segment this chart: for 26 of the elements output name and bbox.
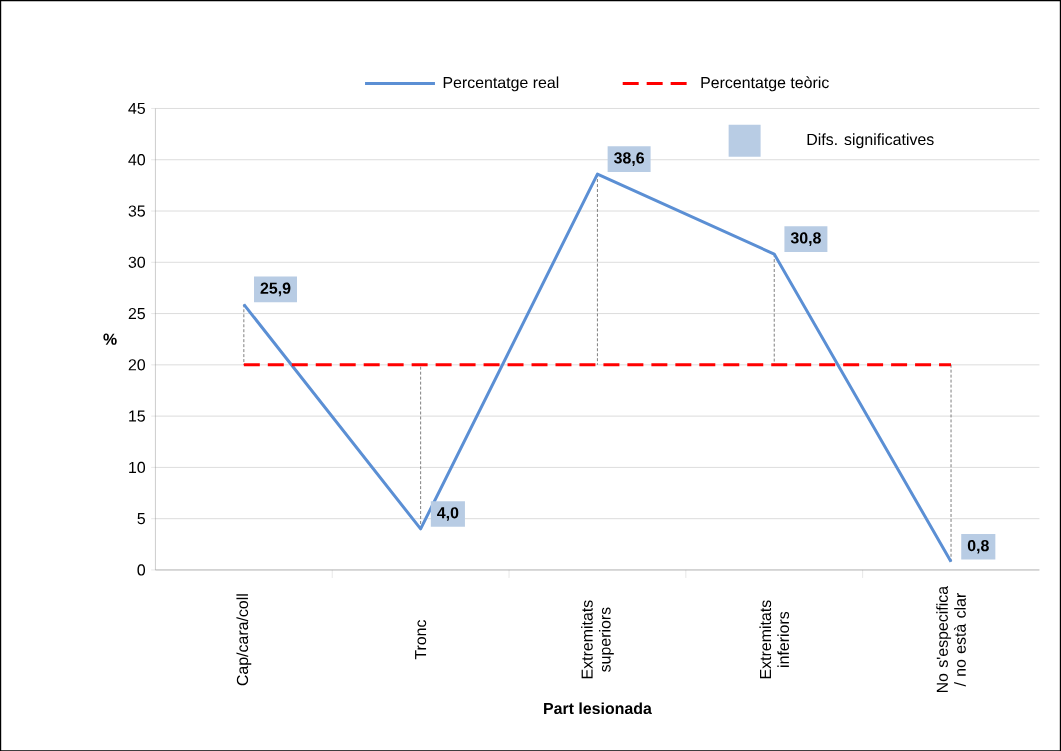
y-tick-label: 20 bbox=[128, 359, 146, 371]
y-tick-label: 5 bbox=[137, 512, 145, 525]
x-tick-label: Extremitats superiors bbox=[581, 600, 614, 678]
x-axis-title: Part lesionada bbox=[544, 702, 652, 714]
legend-label: Percentatge teòric bbox=[701, 76, 829, 92]
legend-label: Percentatge real bbox=[443, 76, 559, 92]
data-label: 4,0 bbox=[437, 506, 459, 521]
annotation: Difs. significatives bbox=[807, 133, 934, 149]
data-label: 0,8 bbox=[967, 539, 989, 554]
x-tick-label: No s'especifica / no està clar bbox=[936, 585, 966, 692]
y-tick-label: 45 bbox=[128, 102, 145, 114]
y-tick-label: 40 bbox=[128, 153, 146, 166]
y-axis-title: % bbox=[103, 333, 117, 345]
x-tick-label: Cap/cara/coll bbox=[236, 594, 252, 686]
x-tick-label: Extremitats inferiors bbox=[759, 600, 790, 678]
data-label: 38,6 bbox=[613, 152, 645, 166]
data-label: 30,8 bbox=[790, 232, 821, 246]
y-tick-label: 15 bbox=[129, 410, 145, 422]
y-tick-label: 25 bbox=[128, 307, 145, 320]
y-tick-label: 10 bbox=[129, 461, 146, 473]
line-series bbox=[242, 172, 953, 564]
y-tick-label: 35 bbox=[128, 205, 145, 217]
y-tick-label: 30 bbox=[128, 256, 146, 268]
data-label: 25,9 bbox=[260, 282, 291, 296]
x-tick-label: Tronc bbox=[415, 619, 427, 660]
y-tick-label: 0 bbox=[137, 564, 146, 576]
